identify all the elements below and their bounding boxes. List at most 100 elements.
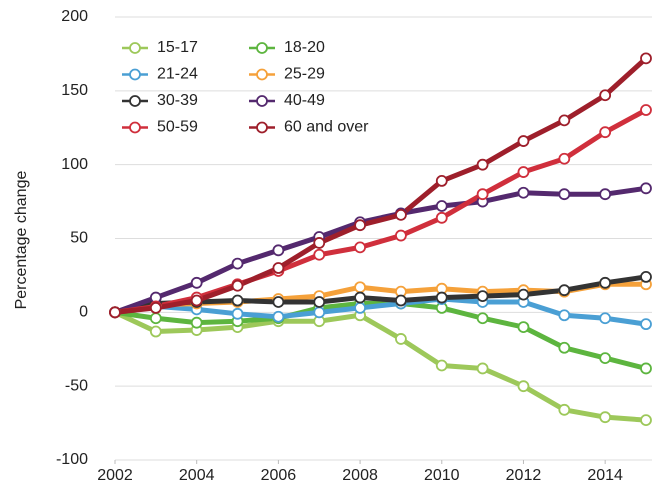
- point: [190, 316, 203, 329]
- point: [476, 188, 489, 201]
- point: [272, 296, 285, 308]
- point: [640, 182, 652, 195]
- point: [517, 380, 530, 393]
- point: [109, 306, 121, 319]
- point: [435, 211, 448, 224]
- x-tick-label: 2014: [587, 467, 623, 484]
- legend-marker: [129, 68, 141, 81]
- point: [558, 284, 571, 297]
- y-tick-label: 50: [70, 230, 88, 247]
- x-tick-label: 2006: [261, 467, 297, 484]
- point: [149, 312, 162, 325]
- point: [599, 126, 612, 139]
- point: [354, 302, 366, 314]
- point: [558, 309, 571, 322]
- y-tick-label: 100: [61, 156, 88, 173]
- series-line: [114, 296, 647, 327]
- legend-label: 30-39: [157, 92, 198, 109]
- y-axis-label: Percentage change: [13, 171, 30, 310]
- point: [640, 318, 652, 331]
- point: [190, 276, 203, 289]
- point: [354, 281, 366, 294]
- legend-marker: [256, 121, 268, 134]
- legend-marker: [256, 95, 268, 107]
- point: [272, 244, 285, 257]
- point: [599, 411, 612, 424]
- point: [558, 341, 571, 354]
- legend-label: 18-20: [284, 39, 325, 56]
- point: [640, 270, 652, 283]
- point: [640, 52, 652, 65]
- point: [435, 359, 448, 372]
- point: [149, 325, 162, 338]
- point: [599, 188, 612, 201]
- legend-label: 21-24: [157, 66, 198, 83]
- x-tick-label: 2010: [424, 467, 460, 484]
- x-tick-label: 2008: [342, 467, 378, 484]
- point: [313, 296, 326, 308]
- y-tick-label: 150: [61, 82, 88, 99]
- point: [231, 279, 244, 292]
- legend-marker: [256, 42, 268, 54]
- x-tick-label: 2004: [179, 467, 215, 484]
- legend-marker: [129, 42, 141, 54]
- legend-label: 15-17: [157, 39, 198, 56]
- point: [558, 114, 571, 127]
- x-tick-label: 2012: [506, 467, 542, 484]
- legend-label: 60 and over: [284, 119, 369, 136]
- point: [599, 352, 612, 365]
- legend-label: 25-29: [284, 66, 325, 83]
- point: [435, 291, 448, 304]
- point: [231, 307, 244, 320]
- point: [313, 237, 326, 249]
- point: [231, 257, 244, 270]
- point: [272, 310, 285, 323]
- point: [558, 152, 571, 165]
- point: [517, 166, 530, 178]
- point: [354, 241, 366, 254]
- point: [476, 290, 489, 302]
- point: [599, 312, 612, 325]
- point: [558, 188, 571, 201]
- series-line: [113, 310, 647, 423]
- point: [354, 219, 366, 232]
- y-tick-label: -50: [65, 377, 88, 394]
- point: [395, 294, 407, 307]
- point: [640, 104, 652, 116]
- point: [640, 414, 652, 427]
- point: [395, 333, 407, 345]
- point: [272, 262, 285, 274]
- point: [476, 312, 489, 325]
- x-tick-label: 2002: [97, 467, 133, 484]
- legend-marker: [256, 68, 268, 81]
- point: [517, 288, 530, 301]
- y-tick-label: -100: [56, 451, 88, 468]
- point: [640, 362, 652, 375]
- point: [313, 306, 326, 319]
- point: [599, 89, 612, 102]
- point: [395, 229, 407, 242]
- series-line: [114, 56, 648, 315]
- point: [190, 294, 203, 307]
- point: [558, 403, 571, 416]
- point: [476, 362, 489, 375]
- legend-marker: [129, 95, 141, 107]
- series-line: [114, 107, 648, 315]
- point: [149, 302, 162, 314]
- point: [476, 158, 489, 171]
- point: [517, 135, 530, 147]
- y-tick-label: 200: [61, 8, 88, 25]
- point: [599, 276, 612, 289]
- legend-marker: [129, 121, 141, 134]
- point: [313, 248, 326, 261]
- point: [517, 321, 530, 334]
- point: [435, 175, 448, 187]
- series-line: [114, 274, 647, 315]
- point: [517, 186, 530, 199]
- legend-label: 40-49: [284, 92, 325, 109]
- point: [231, 294, 244, 307]
- point: [395, 208, 407, 221]
- legend-label: 50-59: [157, 119, 198, 136]
- point: [354, 291, 366, 304]
